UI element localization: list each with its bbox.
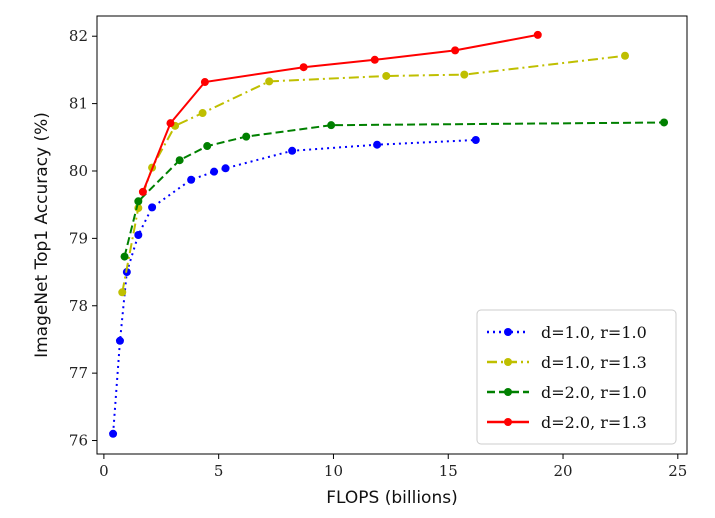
data-point [198,109,207,118]
legend-swatch-marker [504,358,512,366]
x-tick-label-0: 0 [99,462,109,480]
legend-label: d=1.0, r=1.0 [541,323,647,342]
data-point [460,70,469,79]
legend-label: d=2.0, r=1.3 [541,413,647,432]
y-tick-label-79: 79 [69,229,88,247]
y-tick-label-76: 76 [69,432,88,450]
legend-swatch-marker [504,388,512,396]
ticks: 0 5 10 15 20 25 76 77 78 79 80 81 82 [69,27,687,480]
data-point [203,142,212,151]
legend-label: d=2.0, r=1.0 [541,383,647,402]
data-point [115,336,124,345]
legend-item-4: d=2.0, r=1.3 [487,413,647,432]
data-point [138,187,147,196]
legend-box [476,309,677,445]
series-layer [109,30,669,438]
x-axis-label: FLOPS (billions) [326,488,457,508]
data-point [187,175,196,184]
data-point [175,156,184,165]
data-point [120,252,129,261]
y-tick-label-78: 78 [69,297,88,315]
data-point [210,167,219,176]
series-4 [138,30,542,196]
legend-swatch-marker [504,418,512,426]
data-point [134,197,143,206]
data-point [621,51,630,60]
y-axis-label: ImageNet Top1 Accuracy (%) [32,112,52,358]
legend: d=1.0, r=1.0 d=1.0, r=1.3 d=2.0, r=1.0 d=2.… [476,309,677,445]
data-point [382,71,391,80]
data-point [451,46,460,55]
y-tick-label-77: 77 [69,364,88,382]
x-tick-label-5: 5 [214,462,224,480]
data-point [166,119,175,128]
data-point [109,429,118,438]
x-tick-label-15: 15 [439,462,458,480]
series-3 [120,118,669,261]
data-point [288,146,297,155]
data-point [242,132,251,141]
data-point [299,63,308,72]
x-tick-label-25: 25 [668,462,687,480]
legend-item-1: d=1.0, r=1.0 [487,323,647,342]
data-point [370,55,379,64]
data-point [200,78,209,87]
data-point [533,30,542,39]
legend-swatch-marker [504,328,512,336]
y-tick-label-81: 81 [69,95,88,113]
data-point [471,135,480,144]
legend-item-3: d=2.0, r=1.0 [487,383,647,402]
data-point [265,77,274,86]
y-tick-label-82: 82 [69,27,88,45]
x-tick-label-10: 10 [324,462,343,480]
y-tick-label-80: 80 [69,162,88,180]
x-tick-label-20: 20 [553,462,572,480]
data-point [660,118,669,127]
legend-item-2: d=1.0, r=1.3 [487,353,647,372]
data-point [221,164,230,173]
data-point [134,231,143,239]
data-point [118,288,127,297]
data-point [373,140,382,149]
legend-label: d=1.0, r=1.3 [541,353,647,372]
data-point [148,203,157,212]
data-point [327,121,336,130]
